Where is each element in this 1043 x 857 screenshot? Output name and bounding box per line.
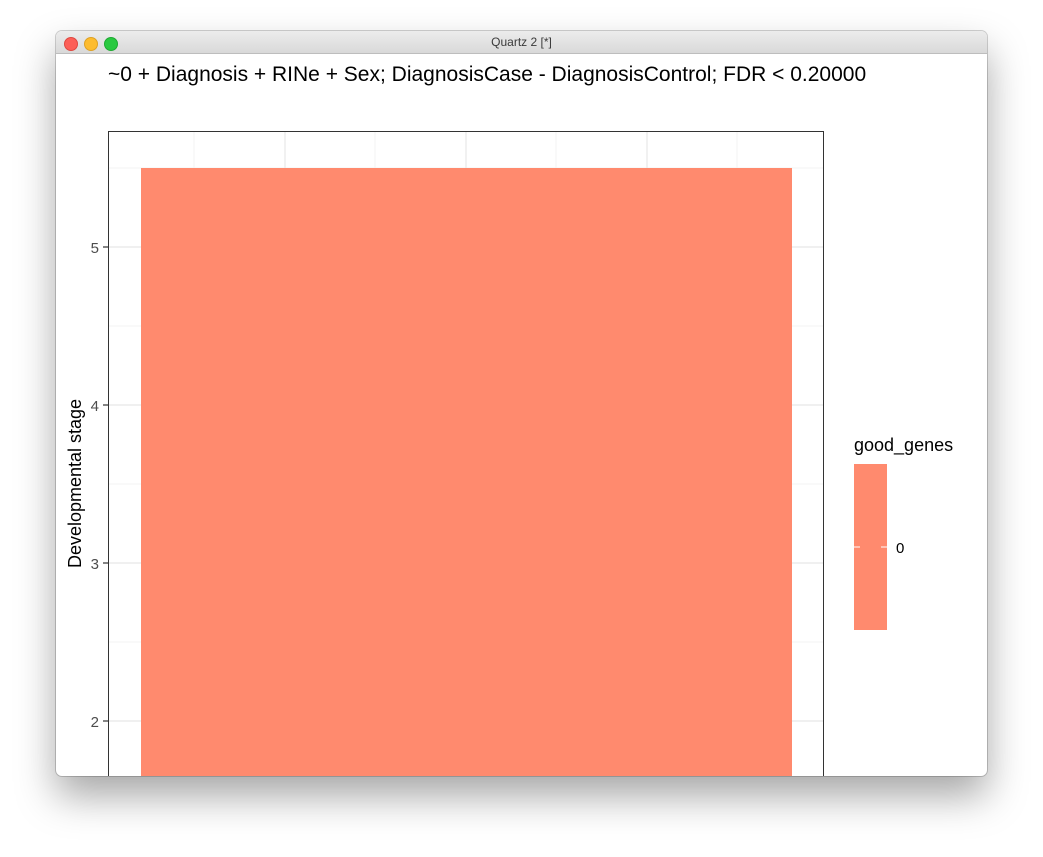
window-title: Quartz 2 [*] <box>491 35 552 49</box>
y-axis-label: Developmental stage <box>65 399 85 568</box>
y-tick-label: 3 <box>91 556 99 573</box>
panel-border <box>108 131 824 776</box>
legend-title: good_genes <box>854 435 953 456</box>
plot-area: ~0 + Diagnosis + RINe + Sex; DiagnosisCa… <box>56 53 987 776</box>
y-tick-label: 4 <box>91 398 99 415</box>
quartz-window: Quartz 2 [*] ~0 + Diagnosis + RINe + Sex… <box>56 31 987 776</box>
zoom-window-button[interactable] <box>104 37 118 51</box>
chart-title: ~0 + Diagnosis + RINe + Sex; DiagnosisCa… <box>108 63 866 86</box>
y-tick-label: 2 <box>91 714 99 731</box>
window-titlebar[interactable]: Quartz 2 [*] <box>56 31 987 54</box>
y-tick-label: 5 <box>91 240 99 257</box>
legend-label: 0 <box>896 540 904 557</box>
legend: good_genes 0 <box>854 435 953 630</box>
y-axis: 2 3 4 5 <box>91 240 108 731</box>
chart-svg: ~0 + Diagnosis + RINe + Sex; DiagnosisCa… <box>65 63 953 776</box>
plot-panel <box>108 131 824 776</box>
minimize-window-button[interactable] <box>84 37 98 51</box>
bar <box>141 168 792 776</box>
close-window-button[interactable] <box>64 37 78 51</box>
